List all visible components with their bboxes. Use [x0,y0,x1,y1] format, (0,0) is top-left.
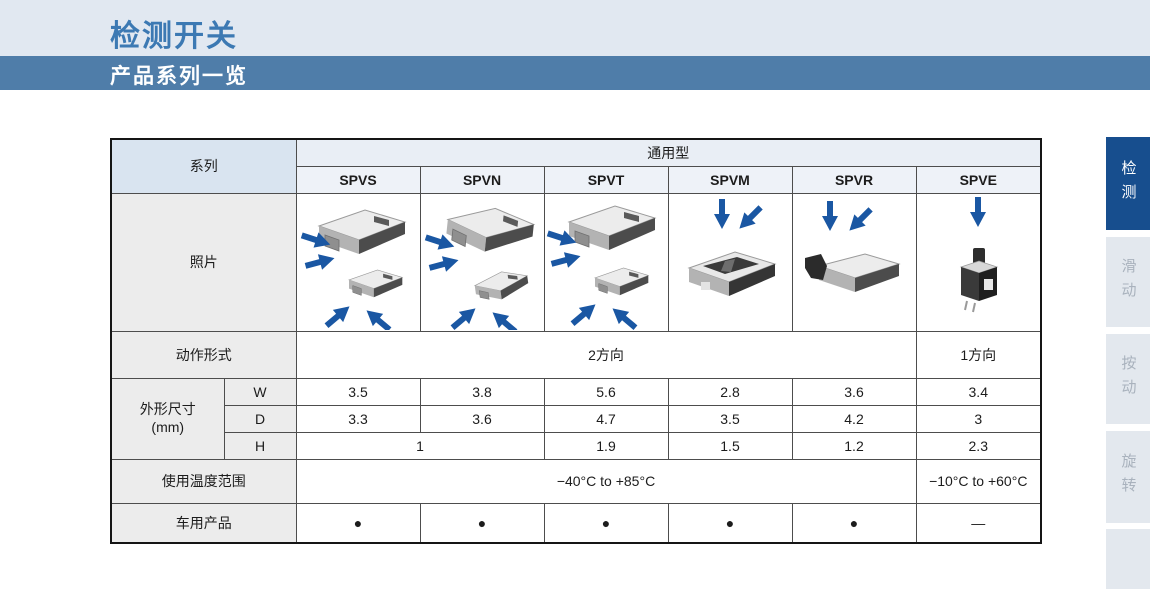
dimensions-label-text: 外形尺寸 [139,401,196,417]
dimensions-unit-text: (mm) [151,418,185,435]
w-value-spvs: 3.5 [295,377,421,406]
sidebar-tab-detection[interactable]: 检测 [1106,137,1150,230]
automotive-spvr-dot: ● [791,502,917,544]
arrow-icon [843,203,877,237]
arrow-icon [487,306,521,330]
series-corner-header: 系列 [110,138,297,194]
temperature-general: −40°C to +85°C [295,458,917,504]
spvr-product-photo [804,201,900,293]
column-header-spvm: SPVM [667,165,793,194]
arrow-icon [733,201,767,235]
automotive-spvt-dot: ● [543,502,669,544]
arrow-icon [970,197,987,227]
column-header-spvt: SPVT [543,165,669,194]
d-value-spvn: 3.6 [419,404,545,433]
action-type-spve: 1方向 [915,330,1042,379]
width-sublabel: W [223,377,297,406]
automotive-spvn-dot: ● [419,502,545,544]
photo-cell-spvt [543,192,669,332]
depth-sublabel: D [223,404,297,433]
arrow-icon [549,248,583,272]
dimensions-row-label: 外形尺寸 (mm) [110,377,225,460]
sidebar-tab-slide[interactable]: 滑动 [1106,237,1150,327]
action-type-row-label: 动作形式 [110,330,297,379]
h-value-spvt: 1.9 [543,431,669,460]
d-value-spvr: 4.2 [791,404,917,433]
photo-cell-spvm [667,192,793,332]
page-title: 检测开关 [110,20,238,53]
photo-cell-spvn [419,192,545,332]
d-value-spvs: 3.3 [295,404,421,433]
automotive-row-label: 车用产品 [110,502,297,544]
column-header-spvn: SPVN [419,165,545,194]
arrow-icon [607,302,641,330]
height-sublabel: H [223,431,297,460]
w-value-spvt: 5.6 [543,377,669,406]
w-value-spvm: 2.8 [667,377,793,406]
spve-product-photo [960,197,999,313]
h-value-spvs-spvn: 1 [295,431,545,460]
d-value-spvt: 4.7 [543,404,669,433]
arrow-icon [714,199,730,229]
automotive-spvs-dot: ● [295,502,421,544]
temperature-spve: −10°C to +60°C [915,458,1042,504]
arrow-icon [822,201,838,231]
product-series-table: 系列 通用型 SPVS SPVN SPVT SPVM SPVR SPVE 照片 [110,138,1042,544]
photo-row-label: 照片 [110,192,297,332]
column-header-spvs: SPVS [295,165,421,194]
photo-cell-spvs [295,192,421,332]
sidebar-tab-rotary[interactable]: 旋转 [1106,431,1150,523]
automotive-spvm-dot: ● [667,502,793,544]
arrow-icon [447,302,481,330]
h-value-spvr: 1.2 [791,431,917,460]
d-value-spvm: 3.5 [667,404,793,433]
photo-cell-spvr [791,192,917,332]
temperature-row-label: 使用温度范围 [110,458,297,504]
w-value-spve: 3.4 [915,377,1042,406]
photo-cell-spve [915,192,1042,332]
column-header-spvr: SPVR [791,165,917,194]
arrow-icon [361,304,395,330]
arrow-icon [303,250,337,274]
automotive-spve-dash: — [915,502,1042,544]
w-value-spvn: 3.8 [419,377,545,406]
group-header-general-type: 通用型 [295,138,1042,167]
h-value-spvm: 1.5 [667,431,793,460]
h-value-spve: 2.3 [915,431,1042,460]
spvt-product-photo [545,205,656,330]
spvn-product-photo [423,203,536,330]
sidebar-tab-partial[interactable] [1106,529,1150,589]
w-value-spvr: 3.6 [791,377,917,406]
subtitle-bar: 产品系列一览 [0,56,1150,90]
arrow-icon [321,300,355,330]
subtitle-text: 产品系列一览 [110,65,248,88]
arrow-icon [427,252,461,276]
sidebar-tab-push[interactable]: 按动 [1106,334,1150,424]
spvm-product-photo [688,199,776,297]
spvs-product-photo [299,209,406,330]
arrow-icon [567,298,601,330]
column-header-spve: SPVE [915,165,1042,194]
page-header-band [0,0,1150,56]
d-value-spve: 3 [915,404,1042,433]
action-type-general: 2方向 [295,330,917,379]
